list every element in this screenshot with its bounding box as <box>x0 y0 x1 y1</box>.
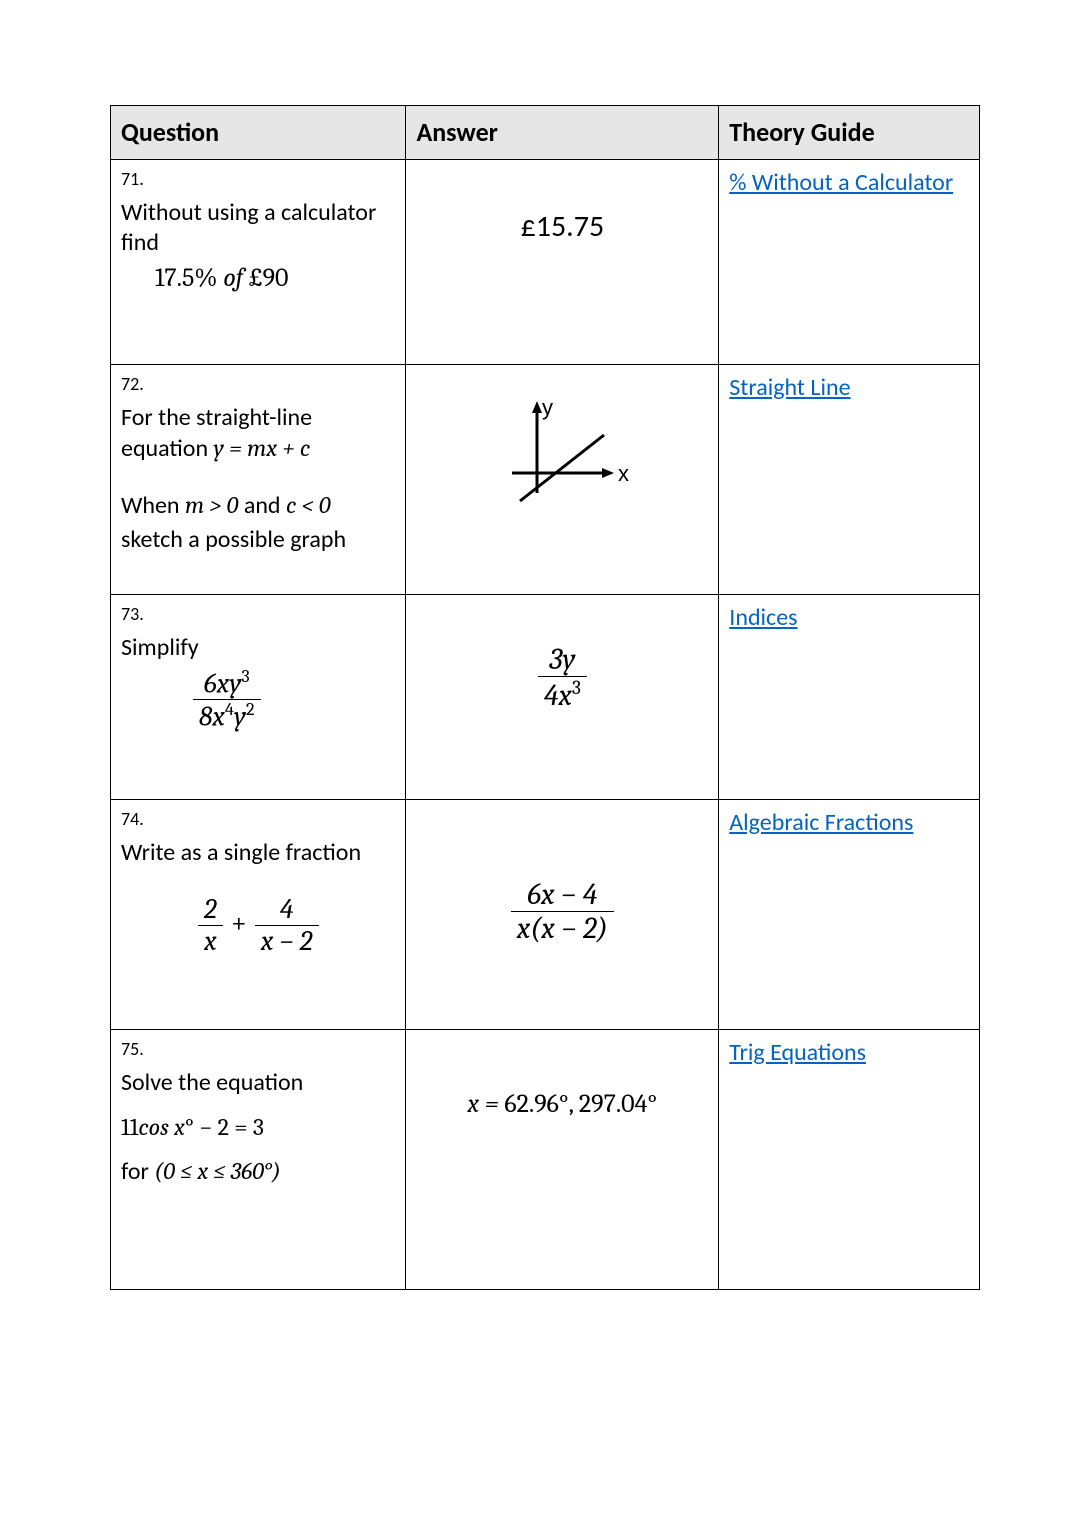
frac-right-den: x − 2 <box>255 926 319 957</box>
theory-guide-link[interactable]: % Without a Calculator <box>729 168 953 197</box>
answer-cell: 3y 4x3 <box>406 594 719 799</box>
question-number: 71. <box>121 168 395 191</box>
guide-cell: Trig Equations <box>719 1029 980 1289</box>
table-row: 75. Solve the equation 11cos x° − 2 = 3 … <box>111 1029 980 1289</box>
answer-cell: x = 62.96°, 297.04° <box>406 1029 719 1289</box>
guide-cell: Algebraic Fractions <box>719 799 980 1029</box>
header-row: Question Answer Theory Guide <box>111 106 980 160</box>
theory-guide-link[interactable]: Trig Equations <box>729 1038 866 1067</box>
eq-degree: ° <box>185 1113 194 1141</box>
frac-left-den: x <box>198 926 223 957</box>
answer-cell: £15.75 <box>406 159 719 364</box>
question-text: Simplify <box>121 633 395 663</box>
answer-var: x = <box>468 1089 505 1119</box>
question-number: 72. <box>121 373 395 396</box>
guide-cell: Straight Line <box>719 364 980 594</box>
straight-line-graph-icon: y x <box>482 393 642 523</box>
header-answer: Answer <box>406 106 719 160</box>
frac-right-num: 4 <box>255 894 319 926</box>
y-axis-label: y <box>542 395 553 420</box>
table-row: 74. Write as a single fraction 2 x + 4 x… <box>111 799 980 1029</box>
question-cell: 73. Simplify 6xy3 8x4y2 <box>111 594 406 799</box>
answer-cell: 6x − 4 x(x − 2) <box>406 799 719 1029</box>
answer-fraction: 6x − 4 x(x − 2) <box>416 808 708 945</box>
ans-frac-den-exp: 3 <box>572 676 581 699</box>
ans-frac-num: 3y <box>538 643 587 677</box>
theory-guide-link[interactable]: Indices <box>729 603 797 632</box>
question-text: Solve the equation <box>121 1068 395 1098</box>
question-number: 73. <box>121 603 395 626</box>
eq-rest: − 2 = 3 <box>194 1113 264 1141</box>
qa-table: Question Answer Theory Guide 71. Without… <box>110 105 980 1290</box>
expr-amount: £90 <box>249 263 289 293</box>
question-text: Without using a calculator find <box>121 198 395 258</box>
worksheet-page: Question Answer Theory Guide 71. Without… <box>0 0 1080 1527</box>
answer-cell: y x <box>406 364 719 594</box>
question-cell: 74. Write as a single fraction 2 x + 4 x… <box>111 799 406 1029</box>
expr-percent: 17.5% <box>155 263 223 293</box>
frac-num-base: 6xy <box>204 667 241 699</box>
frac-den-exp2: 2 <box>246 699 255 720</box>
question-fraction: 6xy3 8x4y2 <box>121 667 395 732</box>
header-question: Question <box>111 106 406 160</box>
question-cell: 72. For the straight-line equation y = m… <box>111 364 406 594</box>
frac-den-base1: 8x <box>199 700 225 732</box>
question-text: For the straight-line equation y = mx + … <box>121 403 395 464</box>
q72-when: When <box>121 491 185 520</box>
guide-cell: Indices <box>719 594 980 799</box>
answer-values: 62.96°, 297.04° <box>504 1089 657 1119</box>
table-row: 73. Simplify 6xy3 8x4y2 3y 4x3 <box>111 594 980 799</box>
q72-cond2: c < 0 <box>286 491 331 519</box>
eq-coeff: 11 <box>121 1113 138 1141</box>
question-number: 74. <box>121 808 395 831</box>
question-number: 75. <box>121 1038 395 1061</box>
question-fraction-sum: 2 x + 4 x − 2 <box>121 894 395 957</box>
theory-guide-link[interactable]: Straight Line <box>729 373 850 402</box>
frac-num-exp: 3 <box>241 666 249 687</box>
x-axis-label: x <box>618 461 629 486</box>
frac-den-exp1: 4 <box>225 699 234 720</box>
q72-cond1: m > 0 <box>185 491 238 519</box>
ans-frac-den: x(x − 2) <box>511 912 614 945</box>
ans-frac-num: 6x − 4 <box>511 878 614 912</box>
frac-den-base2: y <box>234 700 246 732</box>
question-range: for (0 ≤ x ≤ 360°) <box>121 1156 395 1187</box>
theory-guide-link[interactable]: Algebraic Fractions <box>729 808 913 837</box>
question-condition: When m > 0 and c < 0 <box>121 490 395 521</box>
q72-equation: y = mx + c <box>214 434 311 462</box>
frac-left-num: 2 <box>198 894 223 926</box>
header-guide: Theory Guide <box>719 106 980 160</box>
question-expression: 17.5% of £90 <box>121 262 395 295</box>
plus-sign: + <box>231 907 253 939</box>
table-row: 71. Without using a calculator find 17.5… <box>111 159 980 364</box>
answer-text: £15.75 <box>416 168 708 246</box>
question-cell: 71. Without using a calculator find 17.5… <box>111 159 406 364</box>
answer-text: x = 62.96°, 297.04° <box>416 1038 708 1121</box>
eq-cosx: cos x <box>138 1113 184 1141</box>
table-row: 72. For the straight-line equation y = m… <box>111 364 980 594</box>
answer-fraction: 3y 4x3 <box>416 603 708 712</box>
question-text: Write as a single fraction <box>121 838 395 868</box>
question-cell: 75. Solve the equation 11cos x° − 2 = 3 … <box>111 1029 406 1289</box>
expr-of: of <box>223 263 249 293</box>
question-equation: 11cos x° − 2 = 3 <box>121 1112 395 1142</box>
question-instruction: sketch a possible graph <box>121 525 395 555</box>
q72-and: and <box>238 491 286 520</box>
ans-frac-den-base: 4x <box>544 678 572 713</box>
guide-cell: % Without a Calculator <box>719 159 980 364</box>
